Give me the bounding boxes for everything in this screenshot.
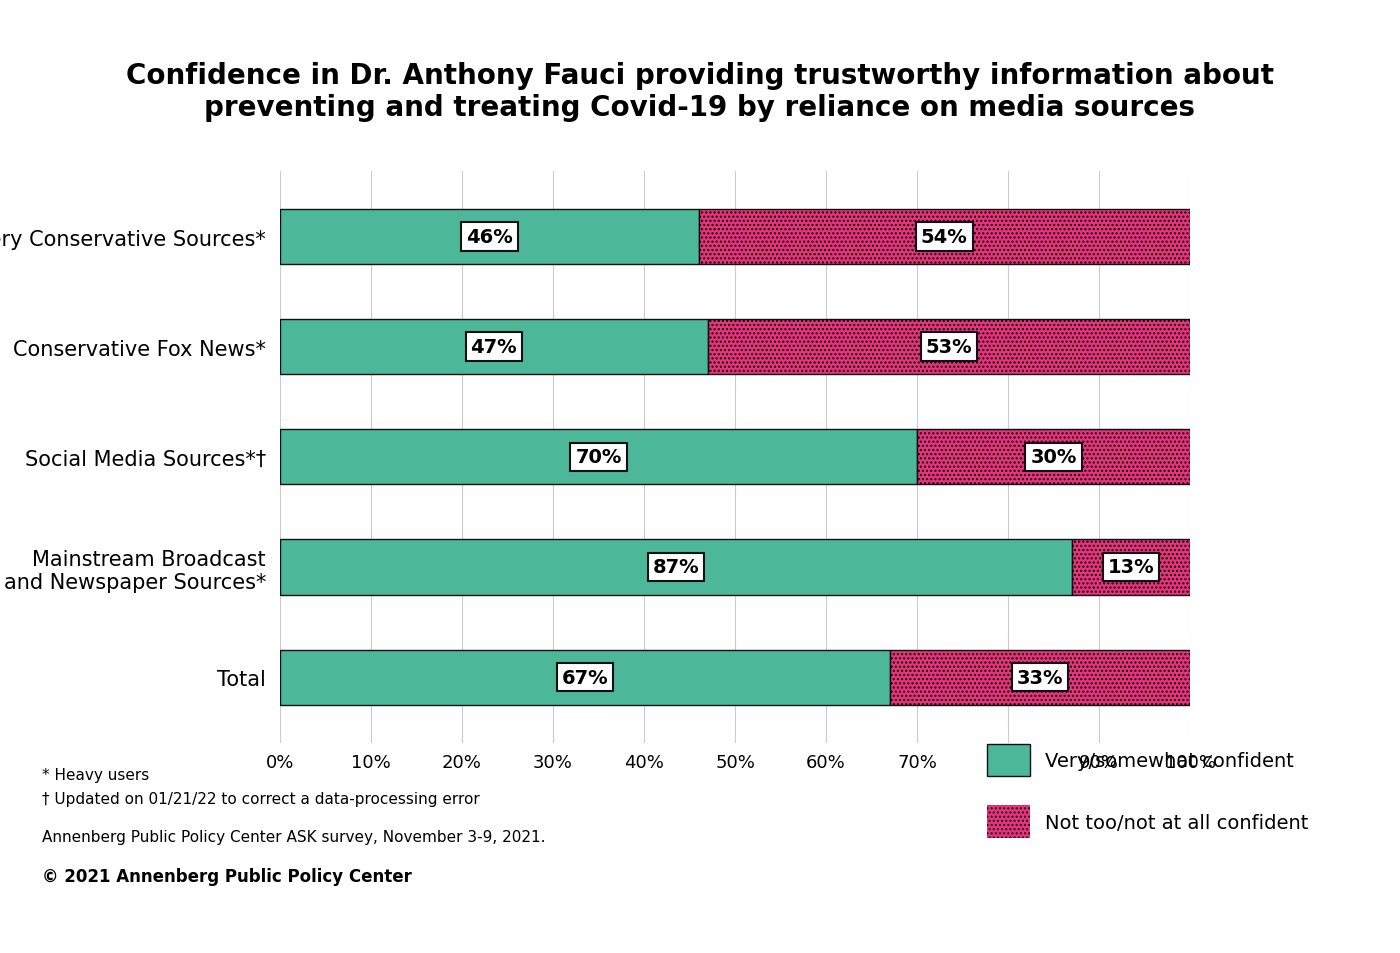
Text: 46%: 46% [466, 228, 512, 247]
Text: Confidence in Dr. Anthony Fauci providing trustworthy information about
preventi: Confidence in Dr. Anthony Fauci providin… [126, 62, 1274, 122]
Text: 13%: 13% [1107, 558, 1154, 577]
Text: * Heavy users: * Heavy users [42, 767, 150, 782]
Bar [280, 650, 890, 705]
Text: 33%: 33% [1016, 668, 1063, 687]
Bar [890, 650, 1190, 705]
Text: † Updated on 01/21/22 to correct a data-processing error: † Updated on 01/21/22 to correct a data-… [42, 791, 480, 806]
Bar [699, 210, 1190, 265]
Text: 30%: 30% [1030, 448, 1077, 467]
Text: 70%: 70% [575, 448, 622, 467]
Text: Annenberg Public Policy Center ASK survey, November 3-9, 2021.: Annenberg Public Policy Center ASK surve… [42, 829, 546, 844]
Bar [280, 320, 708, 375]
Text: 54%: 54% [921, 228, 967, 247]
Bar [917, 430, 1190, 485]
Legend: Very/somewhat confident, Not too/not at all confident: Very/somewhat confident, Not too/not at … [987, 744, 1309, 838]
Bar [280, 540, 1072, 595]
Bar [699, 210, 1190, 265]
Bar [890, 650, 1190, 705]
Bar [708, 320, 1190, 375]
Bar [280, 430, 917, 485]
Text: © 2021 Annenberg Public Policy Center: © 2021 Annenberg Public Policy Center [42, 867, 412, 885]
Text: 53%: 53% [925, 338, 972, 357]
Bar [280, 210, 699, 265]
Bar [1072, 540, 1190, 595]
Text: 87%: 87% [652, 558, 699, 577]
Bar [708, 320, 1190, 375]
Text: 67%: 67% [561, 668, 608, 687]
Bar [917, 430, 1190, 485]
Bar [1072, 540, 1190, 595]
Text: 47%: 47% [470, 338, 517, 357]
